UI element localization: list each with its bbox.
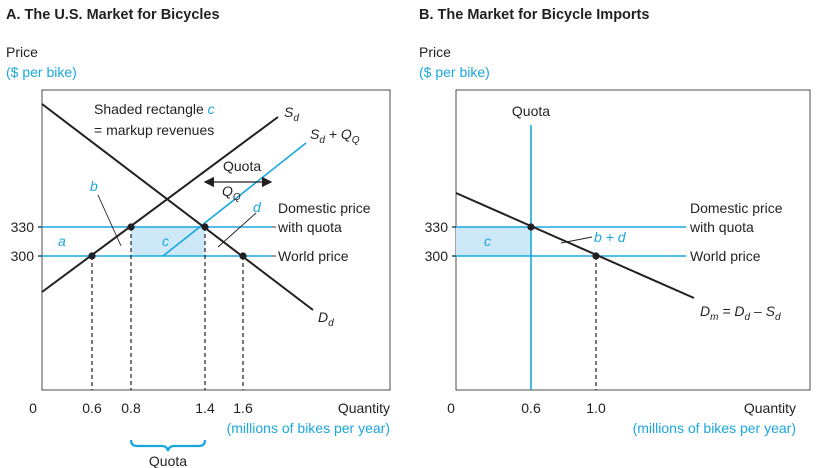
- panel-b-x-unit: (millions of bikes per year): [633, 420, 796, 436]
- panel-a-domestic-label-1: Domestic price: [278, 200, 371, 216]
- panel-a-xtick-1.4: 1.4: [195, 400, 215, 416]
- panel-a-x-label: Quantity: [338, 400, 390, 416]
- panel-a-shaded-note-line2: = markup revenues: [94, 122, 214, 138]
- panel-a-quota-brace-label: Quota: [149, 453, 187, 468]
- panel-b-xtick-1.0: 1.0: [586, 400, 606, 416]
- panel-a-world-label: World price: [278, 248, 349, 264]
- panel-b-bd-leader: [560, 236, 593, 244]
- panel-a-b-leader: [97, 194, 122, 247]
- panel-a-qq-label: QQ: [222, 183, 241, 203]
- panel-b-y-unit: ($ per bike): [419, 64, 490, 80]
- panel-a-point-1.6-300: [239, 252, 247, 260]
- panel-b-x-label: Quantity: [744, 400, 796, 416]
- panel-a-plot-frame: [41, 89, 391, 391]
- panel-b-dm-label: Dm = Dd – Sd: [700, 303, 781, 323]
- panel-a-quota-brace: [129, 439, 207, 452]
- panel-a-point-0.8-330: [127, 223, 135, 231]
- panel-b-y-label: Price: [419, 44, 451, 60]
- panel-a-ytick-330: 330: [11, 219, 35, 235]
- panel-b-quota-label: Quota: [512, 103, 550, 119]
- panel-a-dd-curve: [41, 103, 314, 311]
- panel-a-xtick-0.6: 0.6: [82, 400, 102, 416]
- panel-b-region-c-label: c: [484, 233, 491, 249]
- panel-a-y-label: Price: [6, 44, 38, 60]
- panel-a-xtick-0.8: 0.8: [121, 400, 141, 416]
- panel-b-world-label: World price: [690, 248, 761, 264]
- panel-b-point-1.0-300: [592, 252, 600, 260]
- panel-a-region-c-label: c: [162, 233, 169, 249]
- panel-a-region-d-label: d: [253, 199, 262, 215]
- panel-a-point-0.6-300: [88, 252, 96, 260]
- panel-a-sdq-curve: [162, 142, 307, 257]
- panel-a-point-1.4-330: [201, 223, 209, 231]
- panel-a-sd-label: Sd: [284, 104, 299, 124]
- panel-a-origin: 0: [29, 400, 37, 416]
- panel-b-domestic-label-2: with quota: [689, 219, 754, 235]
- panel-a-title: A. The U.S. Market for Bicycles: [6, 7, 220, 23]
- panel-b-region-c-shade: [456, 227, 531, 256]
- panel-b: B. The Market for Bicycle Imports Price …: [419, 7, 811, 436]
- panel-a-sdq-label: Sd + QQ: [310, 126, 360, 146]
- panel-a: A. The U.S. Market for Bicycles Price ($…: [6, 7, 391, 468]
- panel-b-title: B. The Market for Bicycle Imports: [419, 7, 649, 23]
- panel-a-shaded-note-line1: Shaded rectangle c: [94, 101, 215, 117]
- panel-b-point-0.6-330: [527, 223, 535, 231]
- panel-a-y-unit: ($ per bike): [6, 64, 77, 80]
- panel-b-dm-curve: [455, 192, 695, 299]
- panel-a-domestic-label-2: with quota: [277, 219, 342, 235]
- panel-a-region-a-label: a: [58, 233, 66, 249]
- panel-b-ytick-330: 330: [425, 219, 449, 235]
- panel-a-region-b-label: b: [90, 178, 98, 194]
- panel-b-ytick-300: 300: [425, 248, 449, 264]
- panel-b-origin: 0: [447, 400, 455, 416]
- panel-a-quota-arrow-label: Quota: [223, 158, 261, 174]
- panel-a-d-leader: [217, 212, 257, 248]
- panel-b-xtick-0.6: 0.6: [521, 400, 541, 416]
- panel-a-xtick-1.6: 1.6: [233, 400, 253, 416]
- panel-b-domestic-label-1: Domestic price: [690, 200, 783, 216]
- panel-a-dd-label: Dd: [318, 309, 334, 329]
- panel-b-region-bd-label: b + d: [594, 229, 627, 245]
- panel-a-sd-curve: [41, 116, 279, 293]
- panel-a-x-unit: (millions of bikes per year): [227, 420, 390, 436]
- panel-a-ytick-300: 300: [11, 248, 35, 264]
